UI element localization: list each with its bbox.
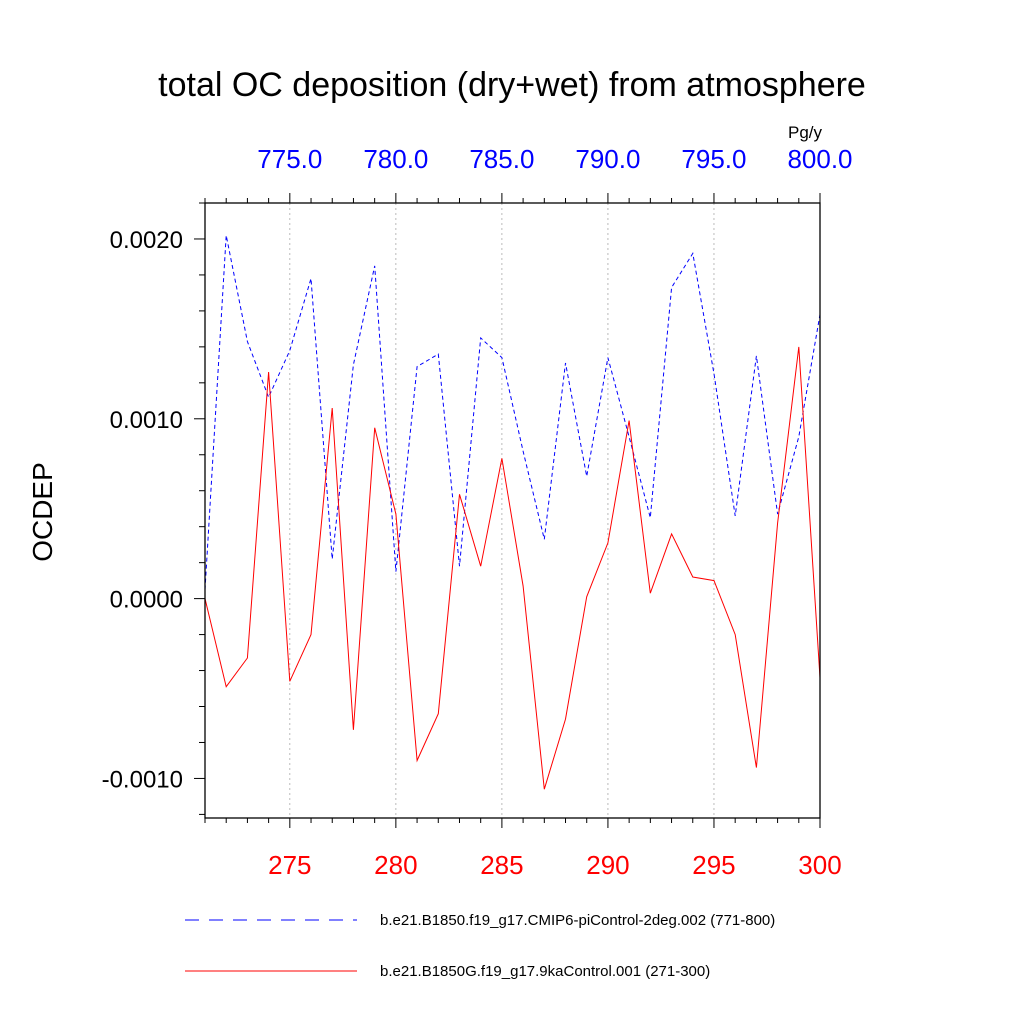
y-tick-label: -0.0010: [102, 766, 183, 793]
legend-label-1: b.e21.B1850.f19_g17.CMIP6-piControl-2deg…: [380, 912, 775, 929]
series-line-2: [204, 346, 821, 790]
y-tick-label: 0.0000: [110, 587, 183, 614]
bottom-tick-label: 285: [480, 850, 523, 880]
y-tick-label: 0.0020: [110, 227, 183, 254]
top-axis-units: Pg/y: [788, 123, 823, 142]
top-tick-label: 795.0: [681, 144, 746, 174]
bottom-tick-label: 275: [268, 850, 311, 880]
top-tick-label: 775.0: [257, 144, 322, 174]
series-layer: [204, 235, 821, 790]
y-axis-label: OCDEP: [27, 462, 58, 562]
top-tick-label: 800.0: [787, 144, 852, 174]
legend: b.e21.B1850.f19_g17.CMIP6-piControl-2deg…: [185, 912, 775, 980]
y-tick-label: 0.0010: [110, 407, 183, 434]
top-tick-label: 785.0: [469, 144, 534, 174]
bottom-tick-label: 300: [798, 850, 841, 880]
plot-frame: [204, 202, 821, 819]
tick-labels: 275 280 285 290 295 300 775.0 780.0 785.0 790.0 79…: [102, 144, 853, 880]
top-tick-label: 780.0: [363, 144, 428, 174]
bottom-tick-label: 280: [374, 850, 417, 880]
top-tick-label: 790.0: [575, 144, 640, 174]
bottom-tick-label: 290: [586, 850, 629, 880]
bottom-tick-label: 295: [692, 850, 735, 880]
legend-label-2: b.e21.B1850G.f19_g17.9kaControl.001 (271…: [380, 963, 710, 980]
axis-ticks: [194, 193, 821, 828]
chart-title: total OC deposition (dry+wet) from atmos…: [158, 66, 866, 104]
series-line-1: [204, 235, 821, 590]
